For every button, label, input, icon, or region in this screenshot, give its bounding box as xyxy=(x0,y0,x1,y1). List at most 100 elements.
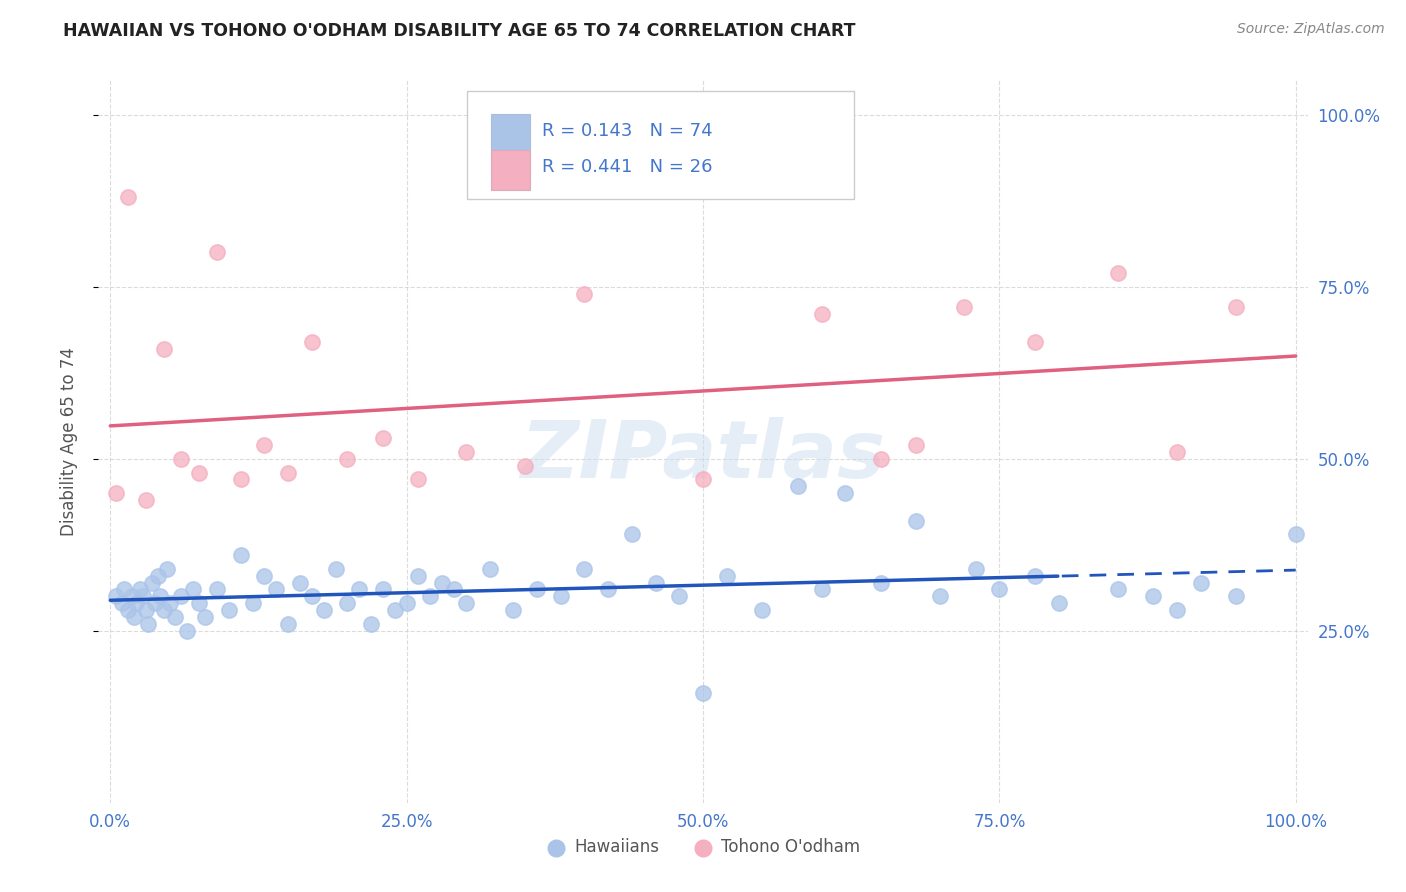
Point xyxy=(135,603,157,617)
Point xyxy=(114,582,136,597)
Point xyxy=(1107,266,1129,280)
Point xyxy=(869,575,891,590)
Point xyxy=(371,582,394,597)
Point xyxy=(419,590,441,604)
Point xyxy=(692,472,714,486)
Point xyxy=(574,286,596,301)
Point xyxy=(105,590,128,604)
Point xyxy=(205,582,228,597)
Text: HAWAIIAN VS TOHONO O'ODHAM DISABILITY AGE 65 TO 74 CORRELATION CHART: HAWAIIAN VS TOHONO O'ODHAM DISABILITY AG… xyxy=(63,22,856,40)
Point xyxy=(312,603,335,617)
Point xyxy=(905,438,928,452)
Point xyxy=(170,590,193,604)
FancyBboxPatch shape xyxy=(492,150,530,190)
Point xyxy=(159,596,181,610)
Point xyxy=(550,590,572,604)
Point xyxy=(143,596,166,610)
Point xyxy=(277,616,299,631)
Point xyxy=(152,342,174,356)
Point xyxy=(176,624,198,638)
Point xyxy=(502,603,524,617)
Point xyxy=(1024,334,1046,349)
Point xyxy=(135,493,157,508)
Point xyxy=(170,451,193,466)
Legend: Hawaiians, Tohono O'odham: Hawaiians, Tohono O'odham xyxy=(540,831,866,863)
Point xyxy=(668,590,690,604)
Point xyxy=(132,590,155,604)
Point xyxy=(869,451,891,466)
Point xyxy=(288,575,311,590)
Point xyxy=(188,466,211,480)
Point xyxy=(105,486,128,500)
Point xyxy=(644,575,666,590)
Point xyxy=(301,590,323,604)
Point xyxy=(1225,590,1247,604)
Point xyxy=(122,610,145,624)
Point xyxy=(194,610,217,624)
Point xyxy=(1285,527,1308,541)
Point xyxy=(111,596,134,610)
Point xyxy=(117,190,139,204)
Point xyxy=(218,603,240,617)
Point xyxy=(620,527,643,541)
Point xyxy=(952,301,974,315)
Point xyxy=(929,590,952,604)
Point xyxy=(443,582,465,597)
FancyBboxPatch shape xyxy=(492,113,530,154)
Point xyxy=(751,603,773,617)
Point xyxy=(277,466,299,480)
Point xyxy=(574,562,596,576)
Point xyxy=(152,603,174,617)
Point xyxy=(253,438,276,452)
Point xyxy=(526,582,548,597)
Text: ZIPatlas: ZIPatlas xyxy=(520,417,886,495)
FancyBboxPatch shape xyxy=(467,91,855,200)
Point xyxy=(965,562,987,576)
Point xyxy=(336,451,359,466)
Point xyxy=(325,562,347,576)
Point xyxy=(136,616,159,631)
Point xyxy=(141,575,163,590)
Point xyxy=(1107,582,1129,597)
Point xyxy=(384,603,406,617)
Point xyxy=(432,575,454,590)
Point xyxy=(454,445,477,459)
Point xyxy=(834,486,856,500)
Point xyxy=(1142,590,1164,604)
Point xyxy=(988,582,1011,597)
Point xyxy=(905,514,928,528)
Point xyxy=(716,568,738,582)
Point xyxy=(478,562,501,576)
Point xyxy=(205,245,228,260)
Point xyxy=(117,603,139,617)
Point xyxy=(181,582,204,597)
Text: R = 0.441   N = 26: R = 0.441 N = 26 xyxy=(543,158,713,176)
Point xyxy=(515,458,537,473)
Point xyxy=(395,596,418,610)
Point xyxy=(165,610,187,624)
Point xyxy=(1166,445,1188,459)
Point xyxy=(786,479,808,493)
Point xyxy=(1047,596,1070,610)
Text: R = 0.143   N = 74: R = 0.143 N = 74 xyxy=(543,122,713,140)
Point xyxy=(253,568,276,582)
Point xyxy=(347,582,370,597)
Point xyxy=(188,596,211,610)
Point xyxy=(692,686,714,700)
Point xyxy=(454,596,477,610)
Point xyxy=(360,616,382,631)
Point xyxy=(336,596,359,610)
Point xyxy=(129,582,152,597)
Point xyxy=(810,307,832,321)
Point xyxy=(1024,568,1046,582)
Point xyxy=(408,472,430,486)
Y-axis label: Disability Age 65 to 74: Disability Age 65 to 74 xyxy=(59,347,77,536)
Text: Source: ZipAtlas.com: Source: ZipAtlas.com xyxy=(1237,22,1385,37)
Point xyxy=(125,596,148,610)
Point xyxy=(810,582,832,597)
Point xyxy=(301,334,323,349)
Point xyxy=(264,582,287,597)
Point xyxy=(1225,301,1247,315)
Point xyxy=(229,548,252,562)
Point xyxy=(242,596,264,610)
